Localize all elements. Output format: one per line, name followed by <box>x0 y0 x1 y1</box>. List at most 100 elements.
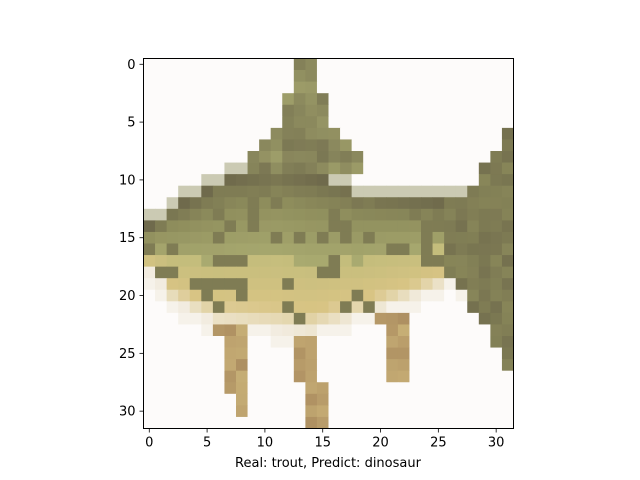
image-pixel <box>363 127 376 140</box>
image-pixel <box>201 70 214 83</box>
image-pixel <box>259 208 272 221</box>
image-pixel <box>432 255 445 268</box>
image-pixel <box>478 197 491 210</box>
image-pixel <box>259 312 272 325</box>
image-pixel <box>421 324 433 337</box>
image-pixel <box>478 104 491 117</box>
image-pixel <box>340 104 353 117</box>
image-pixel <box>178 324 191 337</box>
image-pixel <box>247 116 260 129</box>
image-pixel <box>363 162 376 175</box>
image-pixel <box>259 116 272 129</box>
image-pixel <box>201 370 214 383</box>
image-pixel <box>236 93 248 106</box>
image-pixel <box>293 289 306 302</box>
image-pixel <box>259 393 272 406</box>
image-pixel <box>212 231 225 244</box>
image-pixel <box>351 162 364 175</box>
image-pixel <box>270 324 283 337</box>
image-pixel <box>455 197 468 210</box>
image-pixel <box>490 220 503 233</box>
image-pixel <box>386 347 399 360</box>
image-pixel <box>201 416 214 429</box>
image-pixel <box>421 208 433 221</box>
image-pixel <box>305 266 318 279</box>
image-pixel <box>490 393 503 406</box>
image-pixel <box>212 174 225 187</box>
image-pixel <box>409 127 422 140</box>
image-pixel <box>178 278 191 291</box>
image-pixel <box>212 208 225 221</box>
image-pixel <box>247 104 260 117</box>
x-tick-label: 25 <box>430 436 447 451</box>
image-pixel <box>397 416 410 429</box>
image-pixel <box>409 208 422 221</box>
image-pixel <box>282 104 295 117</box>
image-pixel <box>189 127 202 140</box>
image-pixel <box>340 382 353 395</box>
image-pixel <box>444 416 457 429</box>
image-pixel <box>490 336 503 348</box>
image-pixel <box>386 162 399 175</box>
image-pixel <box>386 231 399 244</box>
image-pixel <box>374 301 387 314</box>
image-pixel <box>490 301 503 314</box>
image-pixel <box>236 81 248 94</box>
image-pixel <box>178 220 191 233</box>
image-pixel <box>305 312 318 325</box>
image-pixel <box>293 347 306 360</box>
image-pixel <box>293 324 306 337</box>
image-pixel <box>282 81 295 94</box>
image-pixel <box>236 255 248 268</box>
image-pixel <box>467 324 480 337</box>
image-pixel <box>455 81 468 94</box>
image-pixel <box>397 81 410 94</box>
image-pixel <box>501 127 514 140</box>
image-pixel <box>316 416 329 429</box>
image-pixel <box>236 208 248 221</box>
image-pixel <box>409 116 422 129</box>
image-pixel <box>467 151 480 163</box>
image-pixel <box>455 370 468 383</box>
image-pixel <box>397 208 410 221</box>
image-pixel <box>201 139 214 152</box>
image-pixel <box>421 312 433 325</box>
image-pixel <box>305 370 318 383</box>
image-pixel <box>501 393 514 406</box>
image-pixel <box>166 347 179 360</box>
image-pixel <box>351 220 364 233</box>
image-pixel <box>363 255 376 268</box>
image-pixel <box>490 255 503 268</box>
image-pixel <box>259 266 272 279</box>
image-pixel <box>212 359 225 372</box>
image-pixel <box>351 359 364 372</box>
image-pixel <box>224 151 237 163</box>
image-pixel <box>259 151 272 163</box>
image-pixel <box>293 93 306 106</box>
image-pixel <box>247 289 260 302</box>
image-pixel <box>328 197 341 210</box>
image-pixel <box>178 197 191 210</box>
image-pixel <box>444 266 457 279</box>
image-pixel <box>397 301 410 314</box>
image-pixel <box>328 231 341 244</box>
image-pixel <box>212 127 225 140</box>
image-pixel <box>501 266 514 279</box>
image-pixel <box>143 370 156 383</box>
image-pixel <box>212 289 225 302</box>
image-pixel <box>224 174 237 187</box>
image-pixel <box>351 127 364 140</box>
image-pixel <box>444 104 457 117</box>
image-pixel <box>386 93 399 106</box>
image-pixel <box>386 382 399 395</box>
image-pixel <box>270 81 283 94</box>
image-pixel <box>305 301 318 314</box>
image-pixel <box>282 231 295 244</box>
image-pixel <box>270 416 283 429</box>
image-pixel <box>236 278 248 291</box>
image-pixel <box>490 151 503 163</box>
image-pixel <box>409 70 422 83</box>
image-pixel <box>305 393 318 406</box>
image-pixel <box>247 347 260 360</box>
image-pixel <box>224 382 237 395</box>
